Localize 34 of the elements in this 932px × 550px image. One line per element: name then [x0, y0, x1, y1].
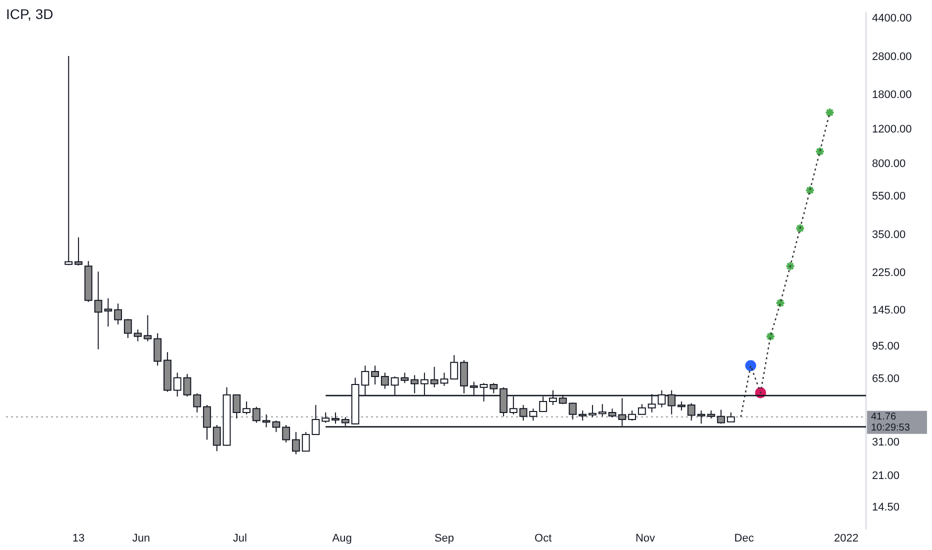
point: [795, 223, 806, 234]
text: 10:29:53: [871, 422, 910, 434]
x-tick-label: Jul: [232, 532, 247, 544]
y-tick-label: 550.00: [872, 190, 906, 202]
y-tick-label: 14.50: [872, 501, 900, 514]
y-tick-label: 800.00: [872, 158, 906, 170]
point: [765, 331, 776, 342]
x-tick-label: Jun: [132, 532, 150, 544]
x-tick-label: Dec: [734, 532, 754, 544]
y-tick-label: 65.00: [872, 373, 900, 386]
point: [745, 360, 756, 372]
ref-line-label: 41.76: [871, 412, 896, 423]
y-tick-label: 31.00: [872, 436, 900, 448]
point: [804, 185, 815, 196]
y-tick-label: 4400.00: [872, 12, 912, 24]
point: [824, 108, 835, 118]
y-tick-label: 225.00: [872, 266, 906, 279]
x-tick-label: Sep: [434, 532, 454, 544]
point: [775, 298, 786, 308]
x-tick-label: Aug: [332, 532, 352, 544]
y-tick-label: 2800.00: [872, 50, 912, 63]
x-tick-label: Nov: [635, 532, 656, 544]
y-tick-label: 350.00: [872, 228, 906, 241]
y-tick-label: 1800.00: [872, 88, 912, 101]
chart-title: ICP, 3D: [6, 6, 54, 22]
point: [785, 261, 796, 272]
x-tick-label: Oct: [534, 532, 552, 544]
y-tick-label: 145.00: [872, 304, 906, 316]
y-tick-label: 21.00: [872, 470, 900, 482]
point: [814, 146, 825, 156]
x-tick-label: 2022: [834, 532, 858, 544]
x-tick-label: 13: [72, 532, 85, 544]
y-tick-label: 1200.00: [872, 123, 912, 136]
y-tick-label: 95.00: [872, 340, 900, 353]
